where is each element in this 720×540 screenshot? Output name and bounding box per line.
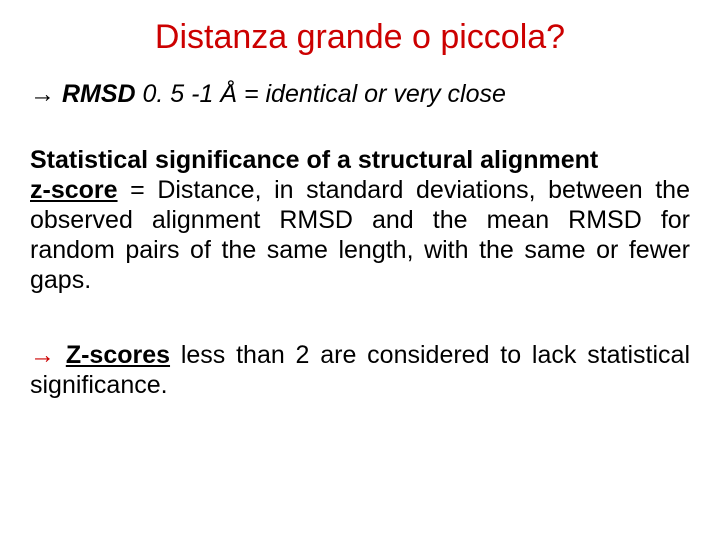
arrow-icon: → [30,341,55,369]
zscores-threshold-paragraph: → Z-scores less than 2 are considered to… [30,340,690,400]
rmsd-identical-line: → RMSD 0. 5 -1 Å = identical or very clo… [30,80,690,109]
rmsd-label: RMSD [62,80,136,108]
rmsd-text: 0. 5 -1 Å = identical or very close [143,80,506,108]
arrow-icon: → [30,80,55,108]
slide: Distanza grande o piccola? → RMSD 0. 5 -… [0,0,720,540]
slide-title: Distanza grande o piccola? [0,18,720,57]
zscore-label: z-score [30,176,118,204]
paragraph-body: z-score = Distance, in standard deviatio… [30,176,690,294]
zscores-text: Z-scores less than 2 are considered to l… [30,341,690,399]
zscores-label: Z-scores [66,341,170,369]
statistical-significance-paragraph: Statistical significance of a structural… [30,145,690,295]
paragraph-header: Statistical significance of a structural… [30,145,690,175]
zscore-body-text: = Distance, in standard deviations, betw… [30,176,690,294]
